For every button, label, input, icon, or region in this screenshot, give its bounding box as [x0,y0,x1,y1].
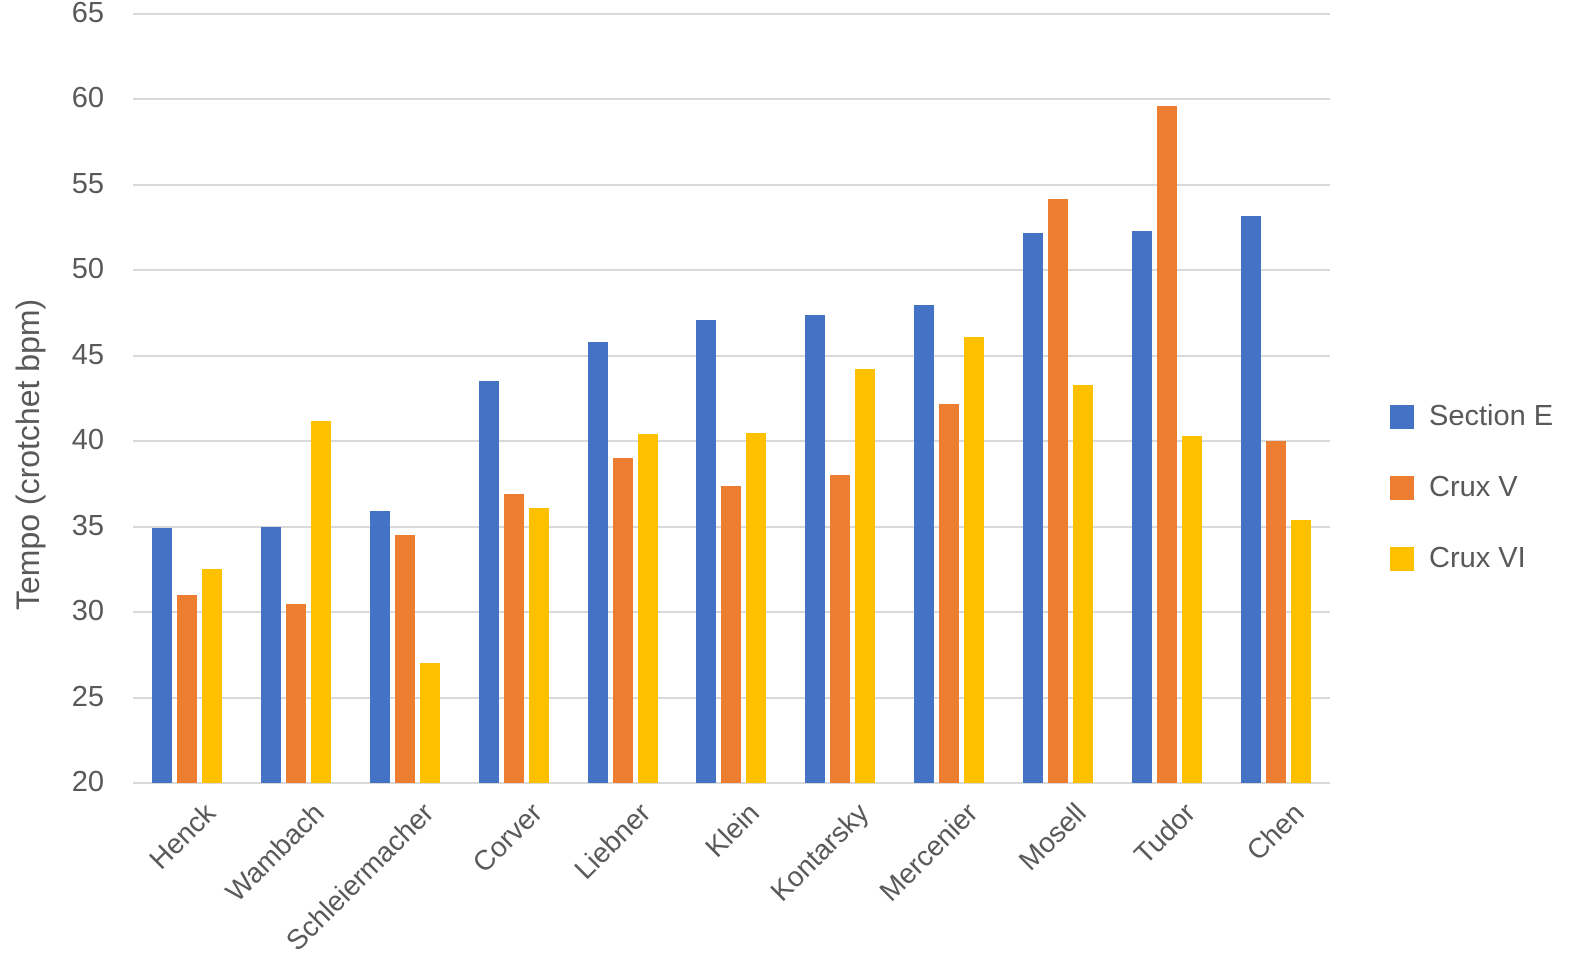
legend-label: Section E [1429,400,1554,432]
bar-crux-v-corver [503,494,524,783]
y-tick-label-35: 35 [71,509,104,542]
x-label-corver: Corver [466,797,548,879]
y-tick-label-45: 45 [71,338,104,371]
bar-group-henck [133,14,242,783]
gridline-55 [133,183,1330,186]
bar-crux-v-kontarsky [830,475,851,783]
bar-crux-vi-henck [202,569,223,783]
legend: Section E Crux V Crux VI [1390,400,1553,575]
bar-group-tudor [1112,14,1221,783]
bar-section-e-schleiermacher [370,511,391,783]
y-tick-label-30: 30 [71,594,104,627]
bar-crux-vi-klein [746,432,767,783]
bar-crux-vi-mercenier [964,336,985,783]
bar-crux-v-wambach [286,603,307,783]
y-tick-label-65: 65 [71,0,104,29]
bar-crux-v-schleiermacher [395,535,416,783]
x-label-chen: Chen [1240,797,1310,867]
y-tick-label-60: 60 [71,82,104,115]
bar-crux-vi-tudor [1181,436,1202,783]
legend-label: Crux V [1429,471,1518,503]
y-tick-label-55: 55 [71,167,104,200]
legend-swatch-icon [1390,546,1414,571]
x-label-mosell: Mosell [1012,797,1092,877]
bar-section-e-kontarsky [805,314,826,783]
plot-area [133,13,1330,784]
x-label-henck: Henck [143,797,222,876]
bar-section-e-henck [152,528,173,783]
bar-crux-vi-liebner [637,434,658,783]
x-label-klein: Klein [699,797,766,863]
legend-label: Crux VI [1429,542,1526,574]
legend-entry-section-e: Section E [1390,400,1553,433]
legend-swatch-icon [1390,475,1414,500]
gridline-20 [133,782,1330,784]
bar-crux-v-mercenier [939,403,960,783]
x-label-tudor: Tudor [1127,797,1201,870]
bar-section-e-chen [1240,215,1261,783]
bar-group-chen [1221,14,1330,783]
x-label-liebner: Liebner [568,797,657,885]
gridline-60 [133,98,1330,101]
bar-crux-v-klein [721,485,742,783]
bar-crux-v-mosell [1047,198,1068,783]
bar-group-mosell [1004,14,1113,783]
gridline-45 [133,354,1330,357]
bar-group-kontarsky [786,14,895,783]
y-tick-label-20: 20 [71,765,104,798]
y-tick-label-25: 25 [71,680,104,713]
bar-crux-v-henck [177,595,198,783]
legend-swatch-icon [1390,404,1414,429]
bar-group-mercenier [895,14,1004,783]
gridline-40 [133,440,1330,443]
bar-group-klein [677,14,786,783]
bar-section-e-liebner [587,342,608,783]
bar-section-e-mercenier [914,304,935,783]
x-label-kontarsky: Kontarsky [764,797,875,907]
gridline-50 [133,269,1330,272]
bar-section-e-mosell [1022,232,1043,783]
bar-crux-vi-schleiermacher [420,663,441,783]
bar-section-e-wambach [261,526,282,783]
bar-crux-v-chen [1265,441,1286,783]
bar-crux-vi-kontarsky [855,369,876,783]
y-tick-label-40: 40 [71,424,104,457]
bar-crux-v-tudor [1156,106,1177,783]
x-label-wambach: Wambach [219,797,331,908]
y-axis-ticks: 20 25 30 35 40 45 50 55 60 65 [0,0,104,798]
bar-crux-vi-mosell [1072,384,1093,783]
x-label-mercenier: Mercenier [873,797,984,907]
bar-group-schleiermacher [351,14,460,783]
bar-section-e-corver [478,381,499,783]
bar-section-e-tudor [1131,231,1152,783]
bar-group-corver [459,14,568,783]
bar-crux-vi-chen [1290,519,1311,783]
bar-crux-v-liebner [612,458,633,783]
bar-group-wambach [242,14,351,783]
bar-crux-vi-corver [528,507,549,783]
legend-entry-crux-v: Crux V [1390,471,1553,504]
gridline-65 [133,13,1330,15]
bar-section-e-klein [696,319,717,783]
legend-entry-crux-vi: Crux VI [1390,542,1553,575]
bar-group-liebner [568,14,677,783]
bar-crux-vi-wambach [311,420,332,783]
y-tick-label-50: 50 [71,253,104,286]
